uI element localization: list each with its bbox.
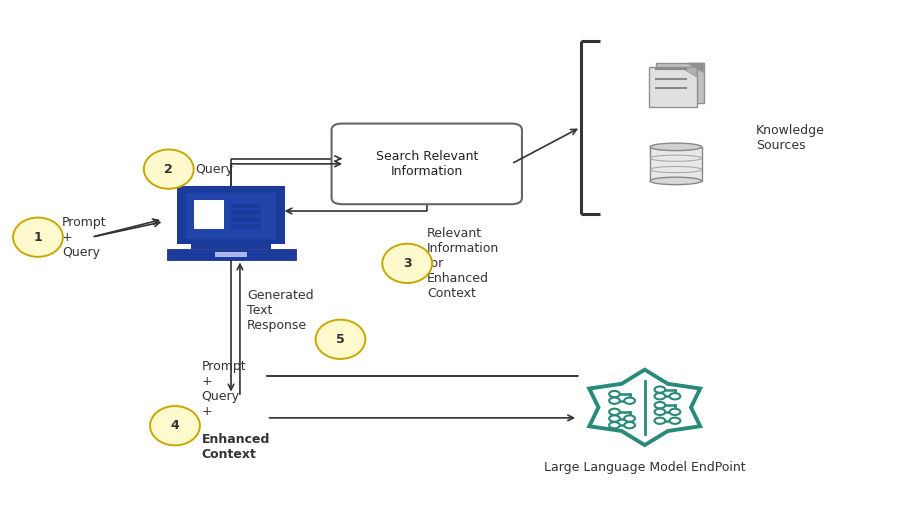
Ellipse shape bbox=[383, 244, 432, 283]
FancyBboxPatch shape bbox=[649, 66, 697, 107]
Ellipse shape bbox=[144, 149, 194, 189]
Text: 5: 5 bbox=[336, 333, 345, 346]
Text: 2: 2 bbox=[164, 163, 173, 176]
Ellipse shape bbox=[650, 177, 701, 185]
Ellipse shape bbox=[13, 218, 63, 257]
Circle shape bbox=[609, 397, 620, 404]
Circle shape bbox=[670, 393, 681, 400]
Bar bbox=[231, 211, 261, 215]
Polygon shape bbox=[688, 63, 703, 72]
Circle shape bbox=[624, 422, 635, 428]
Circle shape bbox=[624, 397, 635, 404]
Text: Large Language Model EndPoint: Large Language Model EndPoint bbox=[544, 461, 745, 474]
FancyBboxPatch shape bbox=[331, 123, 522, 204]
Circle shape bbox=[655, 418, 665, 424]
Circle shape bbox=[609, 422, 620, 428]
Circle shape bbox=[624, 415, 635, 422]
Circle shape bbox=[609, 409, 620, 415]
Circle shape bbox=[670, 409, 681, 415]
Ellipse shape bbox=[650, 143, 701, 151]
Text: Prompt
+
Query: Prompt + Query bbox=[62, 215, 107, 259]
Text: 3: 3 bbox=[403, 257, 411, 270]
Polygon shape bbox=[681, 67, 696, 77]
Circle shape bbox=[655, 409, 665, 415]
Text: 1: 1 bbox=[33, 231, 42, 244]
FancyBboxPatch shape bbox=[177, 186, 285, 244]
Circle shape bbox=[670, 418, 681, 424]
Bar bbox=[215, 252, 247, 256]
Bar bbox=[191, 243, 271, 249]
FancyBboxPatch shape bbox=[656, 63, 704, 103]
Circle shape bbox=[655, 386, 665, 393]
Text: Search Relevant
Information: Search Relevant Information bbox=[375, 150, 478, 178]
FancyBboxPatch shape bbox=[166, 249, 295, 260]
Text: Relevant
Information
for
Enhanced
Context: Relevant Information for Enhanced Contex… bbox=[427, 227, 499, 300]
Circle shape bbox=[655, 393, 665, 400]
Text: Query: Query bbox=[196, 163, 233, 176]
Bar bbox=[231, 204, 261, 209]
Circle shape bbox=[609, 391, 620, 397]
FancyBboxPatch shape bbox=[186, 193, 277, 239]
Text: 4: 4 bbox=[171, 419, 180, 432]
Text: Prompt
+
Query
+: Prompt + Query + bbox=[202, 360, 246, 418]
Text: Enhanced
Context: Enhanced Context bbox=[202, 433, 270, 461]
Bar bbox=[231, 217, 261, 222]
Text: Knowledge
Sources: Knowledge Sources bbox=[756, 124, 824, 152]
Ellipse shape bbox=[315, 320, 365, 359]
Bar bbox=[650, 147, 701, 181]
Circle shape bbox=[655, 402, 665, 408]
Ellipse shape bbox=[150, 406, 200, 445]
Bar bbox=[194, 200, 224, 229]
Circle shape bbox=[609, 415, 620, 422]
Bar bbox=[231, 224, 261, 229]
Text: Generated
Text
Response: Generated Text Response bbox=[247, 289, 313, 332]
